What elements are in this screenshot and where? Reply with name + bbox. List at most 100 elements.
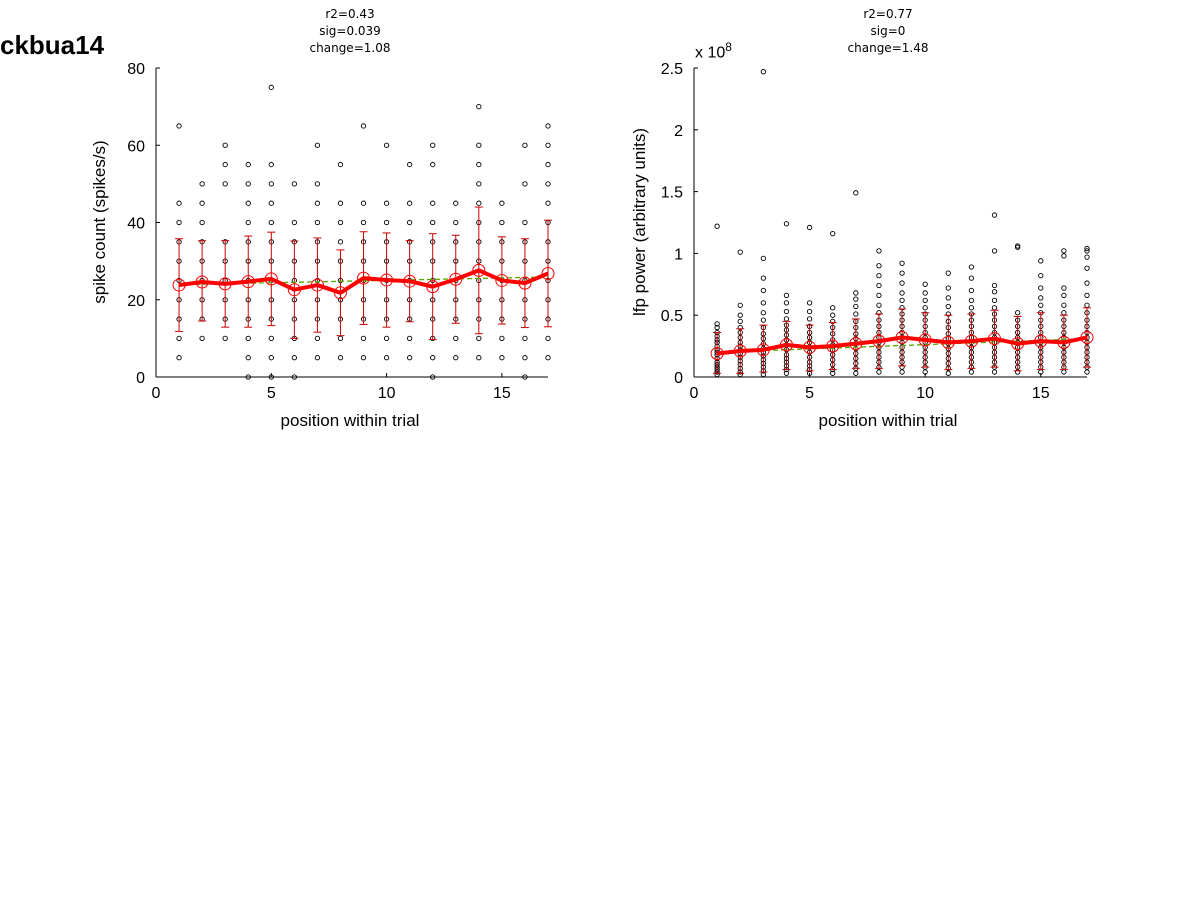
plot1-x-tick-label: 15	[493, 385, 511, 402]
plot1-data-point	[314, 335, 321, 342]
plot1-data-point	[199, 200, 205, 206]
plot1-data-point	[199, 219, 205, 226]
plot1-data-point	[176, 123, 182, 129]
plot1-mean-marker	[426, 280, 440, 294]
plot2-data-point	[991, 305, 998, 311]
plot1-mean-marker	[449, 272, 463, 286]
plot1-mean-marker	[333, 286, 347, 300]
plot2-data-point	[968, 287, 975, 294]
plot2-y-tick-label: 1	[674, 246, 683, 263]
plot1-data-point	[245, 374, 251, 380]
plot2-mean-marker	[1080, 330, 1094, 344]
plot2-data-point	[1084, 302, 1090, 308]
plot1-title-line-r2: r2=0.43	[325, 7, 375, 21]
plot2-data-point	[876, 282, 882, 289]
plot2-data-point	[806, 300, 813, 306]
plot2-data-point	[1084, 265, 1090, 271]
plot2-data-point	[968, 264, 975, 270]
plot1-data-point	[176, 219, 182, 226]
plot1-data-point	[245, 161, 251, 168]
plot1-data-point	[337, 239, 344, 245]
plot1-data-point	[430, 200, 436, 206]
plot1-data-point	[360, 219, 367, 226]
plot1-mean-marker	[357, 271, 371, 285]
plot2-data-point	[1061, 248, 1067, 254]
plot2-data-point	[922, 297, 928, 304]
plot1-data-point	[453, 335, 459, 342]
plot1-mean-marker	[287, 283, 301, 297]
plot1-data-point	[360, 355, 367, 361]
plot2-data-point	[991, 282, 998, 289]
plot1-title: r2=0.43 sig=0.039 change=1.08	[290, 6, 410, 57]
plot2-data-point	[1038, 302, 1044, 308]
plot2-mean-marker	[756, 343, 770, 357]
plot1-data-point	[522, 219, 528, 226]
plot2-mean-marker	[964, 334, 978, 348]
plot2-data-point	[1084, 292, 1090, 299]
plot1-y-tick-label: 80	[127, 61, 145, 78]
plot1-data-point	[406, 200, 413, 206]
plot1-data-point	[453, 219, 459, 226]
plot2-data-point	[899, 280, 905, 286]
plot1-y-tick-label: 40	[127, 216, 145, 233]
plot1-data-point	[337, 219, 344, 226]
plot1-data-point	[430, 374, 436, 380]
plot1-data-point	[337, 161, 344, 168]
plot2-data-point	[945, 270, 951, 276]
plot1-data-point	[383, 142, 390, 148]
plot1-mean-marker	[518, 276, 532, 290]
plot2-y-tick-label: 2.5	[661, 61, 683, 78]
plot2-data-point	[1084, 280, 1090, 286]
plot2-data-point	[876, 263, 882, 269]
plot1-data-point	[314, 142, 321, 148]
plot2-data-point	[830, 230, 836, 237]
plot1-data-point	[383, 200, 390, 206]
plot2-data-point	[1061, 310, 1067, 316]
plot2-data-point	[783, 292, 790, 299]
plot1-mean-marker	[195, 275, 209, 289]
plot2-x-tick-label: 5	[805, 385, 814, 402]
plot2-mean-marker	[988, 332, 1002, 346]
plot1-data-point	[199, 181, 205, 187]
plot1-mean-marker	[241, 275, 255, 289]
plot1-data-point	[337, 335, 344, 342]
plot1-data-point	[383, 219, 390, 226]
plot1-data-point	[222, 181, 228, 187]
plot1-data-point	[522, 142, 528, 148]
plot2-data-point	[876, 369, 882, 375]
plot2-data-point	[760, 300, 767, 306]
plot1-data-point	[383, 335, 390, 342]
plot1-data-point	[453, 355, 459, 361]
plot2-data-point	[1014, 243, 1021, 249]
plot2-mean-marker	[826, 339, 840, 353]
plot1-data-point	[476, 142, 482, 148]
plot2-data-point	[737, 318, 743, 325]
plot1-x-tick-label: 10	[378, 385, 396, 402]
plot1-y-tick-label: 0	[136, 370, 145, 387]
plot2-data-point	[1084, 369, 1090, 375]
plot1-mean-marker	[172, 278, 186, 292]
plot2-y-tick-label: 1.5	[661, 185, 683, 202]
plot1-data-point	[545, 335, 551, 342]
figure-label: ckbua14	[0, 30, 105, 60]
plot2-data-point	[899, 369, 905, 375]
plot1-data-point	[522, 335, 528, 342]
plot2-data-point	[1038, 272, 1044, 279]
plot2-data-point	[945, 295, 951, 301]
plot2-data-point	[1084, 254, 1090, 260]
plot2-data-point	[1061, 369, 1067, 375]
plot2-mean-marker	[872, 334, 886, 348]
plot1-data-point	[499, 335, 505, 342]
plot1-data-point	[222, 142, 228, 148]
plot2-data-point	[853, 370, 859, 376]
plot2-data-point	[1014, 310, 1021, 316]
plot2-data-point	[737, 312, 743, 318]
plot2-exponent-power: 8	[725, 40, 732, 54]
plot2-data-point	[1061, 292, 1067, 299]
plot2-data-point	[968, 275, 975, 281]
plot1-mean-marker	[472, 263, 486, 277]
plot1-data-point	[499, 219, 505, 226]
plot1-data-point	[268, 161, 274, 168]
plot1-mean-marker	[264, 272, 278, 286]
